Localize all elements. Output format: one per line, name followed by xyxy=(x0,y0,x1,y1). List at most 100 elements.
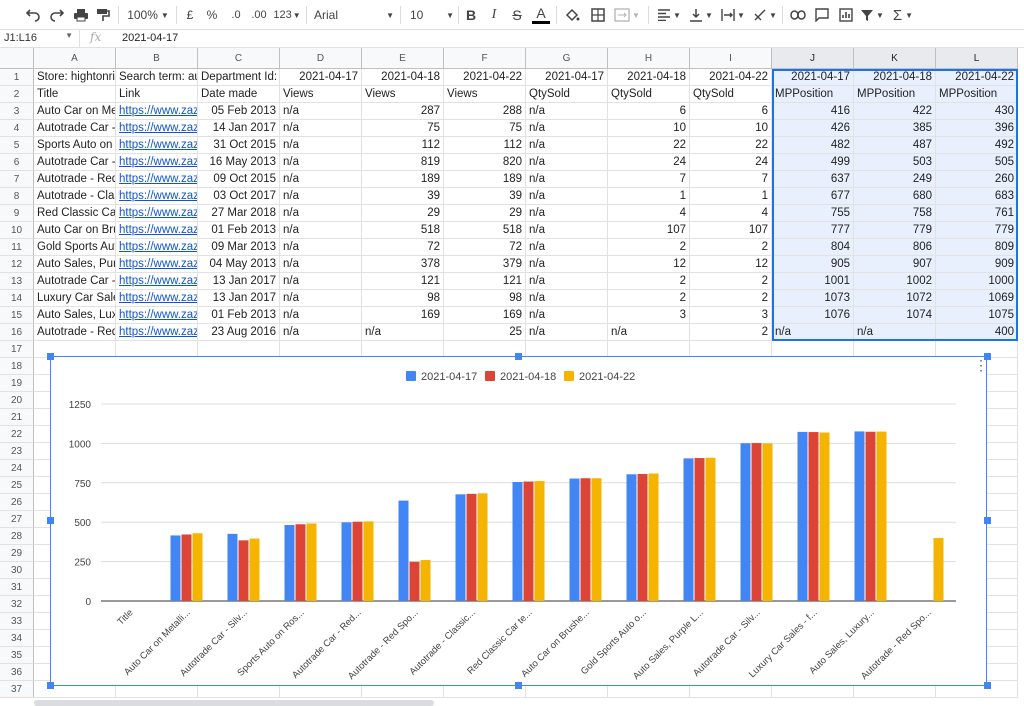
cell[interactable]: 505 xyxy=(936,154,1018,171)
row-header[interactable]: 22 xyxy=(0,426,34,443)
cell[interactable]: https://www.zazz xyxy=(116,239,198,256)
cell[interactable]: n/a xyxy=(526,188,608,205)
cell[interactable]: 2021-04-18 xyxy=(362,69,444,86)
cell[interactable]: Autotrade Car - S xyxy=(34,273,116,290)
cell[interactable]: 422 xyxy=(854,103,936,120)
column-header[interactable]: L xyxy=(936,48,1018,69)
cell[interactable]: n/a xyxy=(280,256,362,273)
cell[interactable]: 1 xyxy=(690,188,772,205)
cell[interactable]: Autotrade - Red xyxy=(34,171,116,188)
row-header[interactable]: 7 xyxy=(0,171,34,188)
cell[interactable]: Link xyxy=(116,86,198,103)
cell[interactable]: n/a xyxy=(280,307,362,324)
cell[interactable]: 487 xyxy=(854,137,936,154)
cell[interactable]: 14 Jan 2017 xyxy=(198,120,280,137)
column-header[interactable]: G xyxy=(526,48,608,69)
cell[interactable]: n/a xyxy=(280,188,362,205)
row-header[interactable]: 19 xyxy=(0,375,34,392)
cell[interactable] xyxy=(116,681,198,698)
cell[interactable]: 2 xyxy=(690,324,772,341)
cell[interactable]: 1069 xyxy=(936,290,1018,307)
text-wrap-icon[interactable]: ▼ xyxy=(720,4,746,26)
cell[interactable]: Auto Sales, Luxu xyxy=(34,307,116,324)
cell[interactable]: 809 xyxy=(936,239,1018,256)
cell[interactable]: 01 Feb 2013 xyxy=(198,222,280,239)
cell[interactable]: https://www.zazz xyxy=(116,154,198,171)
select-all-corner[interactable] xyxy=(0,48,34,69)
cell[interactable]: 1076 xyxy=(772,307,854,324)
cell[interactable]: 13 Jan 2017 xyxy=(198,290,280,307)
row-header[interactable]: 13 xyxy=(0,273,34,290)
cell[interactable]: 10 xyxy=(690,120,772,137)
font-size-select[interactable]: 10 ▼ xyxy=(406,4,454,26)
cell[interactable] xyxy=(444,681,526,698)
row-header[interactable]: 8 xyxy=(0,188,34,205)
row-header[interactable]: 23 xyxy=(0,443,34,460)
cell[interactable]: https://www.zazz xyxy=(116,307,198,324)
cell[interactable]: 820 xyxy=(444,154,526,171)
filter-icon[interactable]: ▼ xyxy=(860,4,884,26)
cell[interactable]: n/a xyxy=(526,273,608,290)
cell[interactable]: 761 xyxy=(936,205,1018,222)
column-header[interactable]: E xyxy=(362,48,444,69)
cell[interactable] xyxy=(690,681,772,698)
row-header[interactable]: 30 xyxy=(0,562,34,579)
cell[interactable]: n/a xyxy=(526,324,608,341)
cell[interactable] xyxy=(608,681,690,698)
cell[interactable]: Department Id: 2 xyxy=(198,69,280,86)
cell[interactable]: n/a xyxy=(280,273,362,290)
cell[interactable] xyxy=(936,681,1018,698)
row-header[interactable]: 28 xyxy=(0,528,34,545)
cell[interactable]: 4 xyxy=(690,205,772,222)
cell[interactable]: 1002 xyxy=(854,273,936,290)
cell[interactable]: 2021-04-18 xyxy=(608,69,690,86)
cell[interactable]: n/a xyxy=(608,324,690,341)
cell[interactable]: 683 xyxy=(936,188,1018,205)
cell[interactable]: n/a xyxy=(526,307,608,324)
insert-chart-icon[interactable] xyxy=(836,4,856,26)
cell[interactable]: 24 xyxy=(608,154,690,171)
cell[interactable]: 121 xyxy=(362,273,444,290)
cell[interactable]: Autotrade - Red xyxy=(34,324,116,341)
cell[interactable]: 12 xyxy=(690,256,772,273)
cell[interactable]: Auto Sales, Purp xyxy=(34,256,116,273)
cell[interactable]: 2 xyxy=(608,290,690,307)
vertical-align-icon[interactable]: ▼ xyxy=(688,4,714,26)
row-header[interactable]: 24 xyxy=(0,460,34,477)
cell[interactable]: 189 xyxy=(362,171,444,188)
cell[interactable]: Auto Car on Bru xyxy=(34,222,116,239)
cell[interactable]: 779 xyxy=(936,222,1018,239)
comment-icon[interactable] xyxy=(812,4,832,26)
cell[interactable]: Red Classic Car xyxy=(34,205,116,222)
cell[interactable]: n/a xyxy=(526,256,608,273)
cell[interactable]: n/a xyxy=(526,290,608,307)
cell[interactable]: 430 xyxy=(936,103,1018,120)
cell[interactable]: 2021-04-18 xyxy=(854,69,936,86)
cell[interactable]: n/a xyxy=(280,239,362,256)
cell[interactable]: 779 xyxy=(854,222,936,239)
cell[interactable]: 23 Aug 2016 xyxy=(198,324,280,341)
row-header[interactable]: 33 xyxy=(0,613,34,630)
functions-button[interactable]: Σ ▼ xyxy=(890,4,916,26)
cell[interactable]: 6 xyxy=(690,103,772,120)
currency-button[interactable]: £ xyxy=(186,8,194,22)
cell[interactable]: 1074 xyxy=(854,307,936,324)
cell[interactable]: 13 Jan 2017 xyxy=(198,273,280,290)
percent-button[interactable]: % xyxy=(206,8,218,22)
cell[interactable]: Luxury Car Sale xyxy=(34,290,116,307)
row-header[interactable]: 15 xyxy=(0,307,34,324)
zoom-select[interactable]: 100% ▼ xyxy=(124,4,172,26)
borders-icon[interactable] xyxy=(588,4,608,26)
cell[interactable]: 905 xyxy=(772,256,854,273)
cell[interactable]: 499 xyxy=(772,154,854,171)
cell[interactable]: 260 xyxy=(936,171,1018,188)
cell[interactable]: 7 xyxy=(608,171,690,188)
cell[interactable]: 107 xyxy=(690,222,772,239)
italic-button[interactable]: I xyxy=(491,7,497,22)
cell[interactable]: 22 xyxy=(690,137,772,154)
cell[interactable]: 2021-04-17 xyxy=(772,69,854,86)
chart-resize-handle[interactable] xyxy=(47,353,54,360)
cell[interactable]: 09 Mar 2013 xyxy=(198,239,280,256)
cell[interactable]: 396 xyxy=(936,120,1018,137)
fill-color-icon[interactable] xyxy=(562,4,582,26)
